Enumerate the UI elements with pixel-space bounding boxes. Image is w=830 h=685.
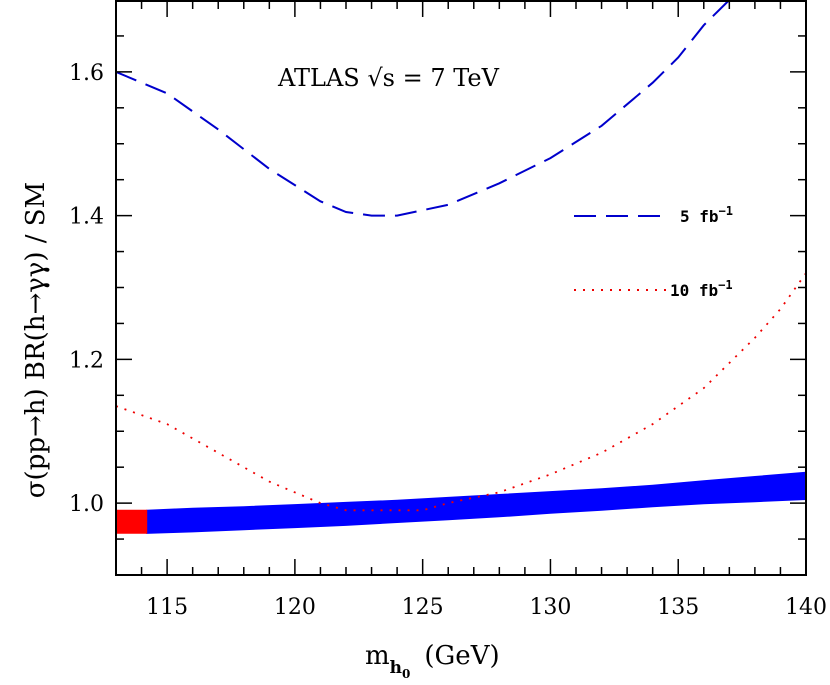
curve-series-0 — [116, 0, 731, 217]
legend-label-1: 10 fb−1 — [670, 278, 733, 300]
band-series-3 — [116, 509, 148, 534]
x-tick-label: 120 — [274, 595, 316, 620]
x-tick-label: 135 — [657, 595, 699, 620]
tick-layer — [115, 0, 807, 576]
band-layer — [116, 471, 806, 534]
x-tick-label: 125 — [402, 595, 444, 620]
x-tick-label: 130 — [529, 595, 571, 620]
x-axis-title: mh0 (GeV) — [365, 641, 500, 680]
legend-label-base: 10 fb — [670, 281, 718, 300]
y-tick-label: 1.0 — [69, 492, 104, 517]
chart-annotation: ATLAS √s = 7 TeV — [277, 64, 500, 92]
tick-label-layer: 115 120 125 130 135 140 1.0 1.2 1.4 1.6 — [69, 61, 827, 620]
y-tick-label: 1.4 — [69, 205, 104, 230]
legend-label-sup: −1 — [719, 204, 733, 218]
x-tick-label: 140 — [785, 595, 827, 620]
y-tick-label: 1.6 — [69, 61, 104, 86]
legend-label-sup: −1 — [718, 278, 732, 292]
legend: 5 fb−110 fb−1 — [574, 204, 733, 300]
x-axis-title-sub: h — [390, 658, 402, 678]
y-axis-title: σ(pp→h) BR(h→γγ) / SM — [21, 182, 51, 498]
curve-series-1 — [116, 272, 806, 512]
band-series-2 — [146, 471, 806, 534]
curve-layer — [116, 0, 806, 512]
x-axis-title-subsub: 0 — [402, 667, 410, 680]
legend-label-0: 5 fb−1 — [680, 204, 733, 226]
x-axis-title-main: m — [365, 641, 390, 671]
y-tick-label: 1.2 — [69, 348, 104, 373]
x-axis-title-unit: (GeV) — [424, 641, 499, 671]
x-tick-label: 115 — [146, 595, 188, 620]
legend-label-base: 5 fb — [680, 207, 719, 226]
